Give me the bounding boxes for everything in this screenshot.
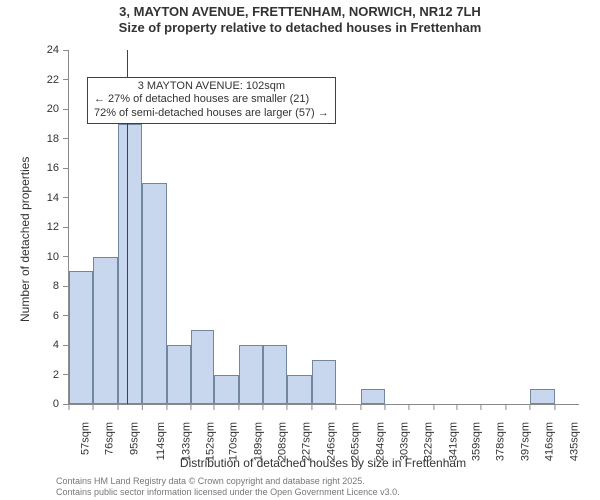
histogram-bar — [530, 389, 554, 404]
chart-root: 3, MAYTON AVENUE, FRETTENHAM, NORWICH, N… — [0, 0, 600, 500]
y-tick-label: 2 — [53, 369, 61, 381]
y-tick: 24 — [47, 44, 69, 56]
histogram-bar — [93, 257, 117, 405]
y-tick-label: 16 — [47, 162, 61, 174]
y-tick-label: 8 — [53, 280, 61, 292]
chart-title: 3, MAYTON AVENUE, FRETTENHAM, NORWICH, N… — [0, 4, 600, 37]
y-tick: 4 — [53, 339, 69, 351]
title-line-1: 3, MAYTON AVENUE, FRETTENHAM, NORWICH, N… — [0, 4, 600, 20]
y-tick: 18 — [47, 133, 69, 145]
y-tick-label: 20 — [47, 103, 61, 115]
attribution-line-1: Contains HM Land Registry data © Crown c… — [56, 476, 400, 487]
histogram-bar — [214, 375, 238, 405]
y-tick-label: 6 — [53, 310, 61, 322]
annotation-line: 72% of semi-detached houses are larger (… — [94, 107, 329, 121]
y-tick: 6 — [53, 310, 69, 322]
y-tick-label: 4 — [53, 339, 61, 351]
y-tick-label: 14 — [47, 192, 61, 204]
y-tick: 2 — [53, 369, 69, 381]
x-tick-label: 95sqm — [128, 422, 140, 455]
x-tick-label: 76sqm — [104, 422, 116, 455]
y-tick: 20 — [47, 103, 69, 115]
histogram-bar — [287, 375, 311, 405]
annotation-line: 3 MAYTON AVENUE: 102sqm — [94, 80, 329, 94]
y-axis-label: Number of detached properties — [18, 157, 32, 322]
histogram-bar — [191, 330, 214, 404]
y-tick-label: 12 — [47, 221, 61, 233]
annotation-box: 3 MAYTON AVENUE: 102sqm← 27% of detached… — [87, 77, 336, 124]
histogram-bar — [361, 389, 385, 404]
y-tick: 8 — [53, 280, 69, 292]
histogram-bar — [312, 360, 336, 404]
histogram-bar — [239, 345, 263, 404]
y-tick-label: 24 — [47, 44, 61, 56]
y-tick: 16 — [47, 162, 69, 174]
annotation-line: ← 27% of detached houses are smaller (21… — [94, 93, 329, 107]
x-tick-label: 114sqm — [155, 422, 167, 460]
y-tick: 12 — [47, 221, 69, 233]
histogram-bar — [167, 345, 191, 404]
histogram-bar — [142, 183, 166, 404]
histogram-bar — [69, 271, 93, 404]
x-tick-label: 57sqm — [80, 422, 92, 455]
histogram-bar — [118, 124, 142, 404]
y-tick: 10 — [47, 251, 69, 263]
y-tick: 14 — [47, 192, 69, 204]
attribution-line-2: Contains public sector information licen… — [56, 487, 400, 498]
attribution: Contains HM Land Registry data © Crown c… — [56, 476, 400, 498]
histogram-bar — [263, 345, 287, 404]
x-axis-label: Distribution of detached houses by size … — [68, 456, 578, 470]
y-tick-label: 10 — [47, 251, 61, 263]
plot-area: 02468101214161820222457sqm76sqm95sqm114s… — [68, 50, 579, 405]
y-tick: 22 — [47, 74, 69, 86]
y-tick-label: 22 — [47, 74, 61, 86]
y-tick-label: 18 — [47, 133, 61, 145]
title-line-2: Size of property relative to detached ho… — [0, 20, 600, 36]
x-tick: 435sqm — [535, 404, 574, 424]
